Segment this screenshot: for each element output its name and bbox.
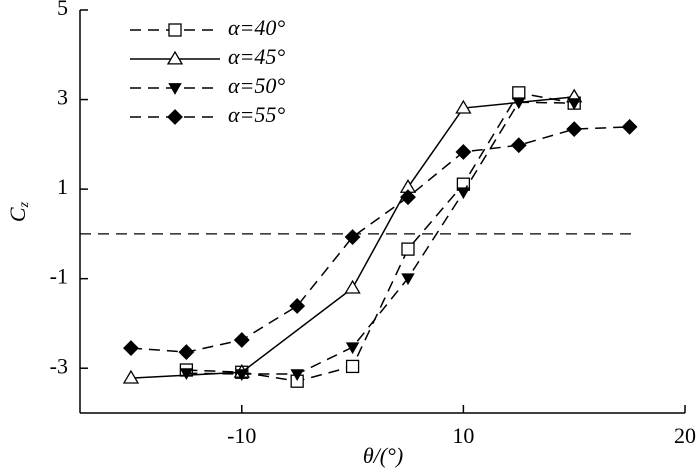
- marker: [512, 97, 526, 110]
- y-axis-label-sub: z: [17, 201, 32, 208]
- marker: [233, 332, 250, 348]
- legend-marker: [166, 50, 184, 65]
- legend-marker: [167, 109, 183, 125]
- marker: [345, 359, 360, 374]
- marker: [345, 342, 360, 355]
- marker: [178, 344, 195, 361]
- marker: [566, 121, 583, 138]
- marker: [344, 229, 361, 245]
- marker: [400, 189, 416, 206]
- legend-marker: [168, 23, 182, 37]
- marker: [122, 369, 140, 384]
- y-axis-label: Cz: [5, 201, 32, 222]
- marker: [290, 369, 304, 381]
- marker: [455, 99, 472, 114]
- series-line: [186, 101, 575, 375]
- marker: [455, 144, 472, 160]
- x-tick-label: 10: [452, 423, 474, 448]
- y-tick-label: 1: [57, 174, 68, 199]
- marker: [567, 98, 581, 111]
- marker: [344, 279, 361, 294]
- y-tick-label: 5: [57, 0, 68, 20]
- legend-label: α=50°: [228, 73, 285, 98]
- series-line: [130, 126, 630, 353]
- legend-label: α=45°: [228, 44, 285, 69]
- legend-marker: [168, 83, 182, 95]
- marker: [510, 137, 527, 154]
- y-tick-label: -1: [50, 264, 68, 289]
- marker: [179, 368, 194, 381]
- x-tick-label: -10: [227, 423, 256, 448]
- x-axis-label: θ/(°): [363, 443, 403, 468]
- marker: [401, 273, 415, 286]
- legend-label: α=55°: [228, 102, 285, 127]
- marker: [621, 118, 638, 135]
- legend-label: α=40°: [228, 15, 285, 40]
- y-tick-label: -3: [50, 353, 68, 378]
- x-tick-label: 20: [674, 423, 696, 448]
- marker: [235, 369, 249, 381]
- y-tick-label: 3: [57, 85, 68, 110]
- marker: [123, 340, 139, 356]
- marker: [289, 298, 306, 314]
- marker: [512, 86, 526, 100]
- y-axis-label-main: C: [5, 207, 30, 222]
- marker: [456, 187, 471, 200]
- marker: [401, 242, 415, 256]
